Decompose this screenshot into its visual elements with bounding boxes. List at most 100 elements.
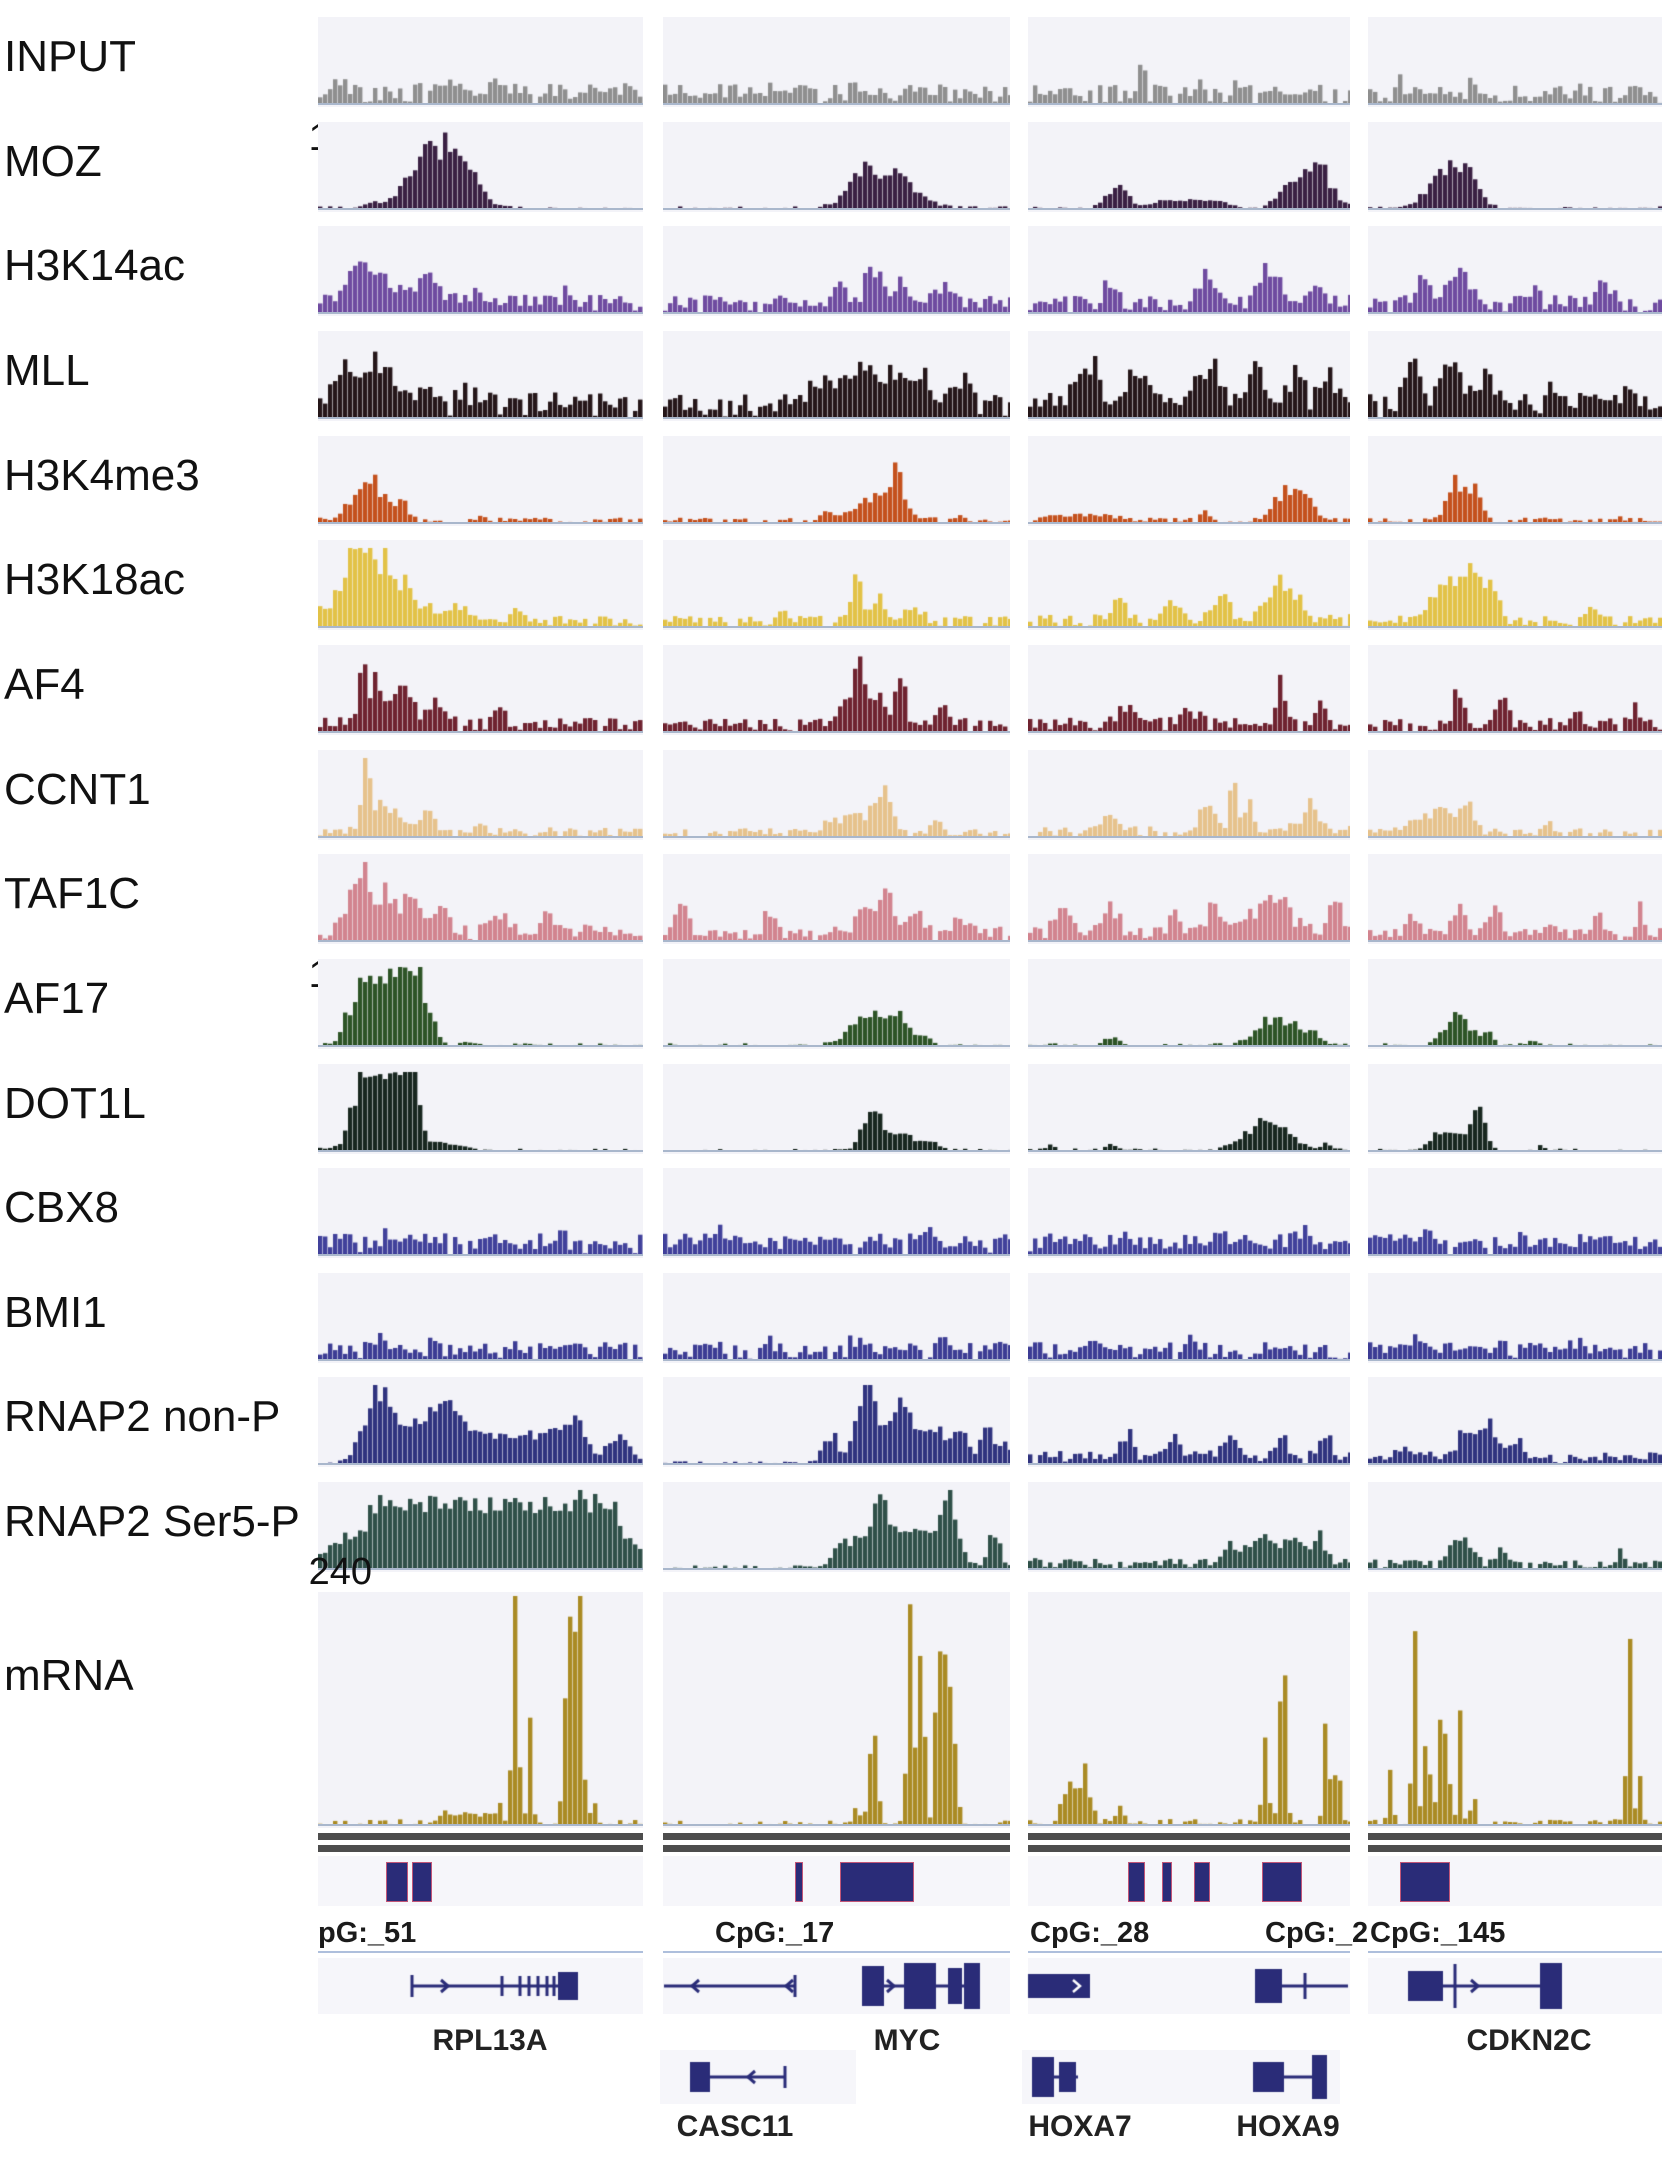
signal-BMI1-panel-2 (663, 1279, 1010, 1359)
ruler-bar (663, 1833, 1010, 1840)
ruler-bar (1368, 1833, 1662, 1840)
ruler-bar (318, 1845, 643, 1852)
track-baseline (1028, 836, 1350, 838)
signal-MLL-panel-1 (318, 337, 643, 417)
signal-RNAP2-Ser5-P-panel-1 (318, 1488, 643, 1568)
track-baseline (1028, 1254, 1350, 1256)
signal-INPUT-panel-2 (663, 23, 1010, 103)
signal-mRNA-panel-1 (318, 1594, 643, 1824)
signal-RNAP2-non-P-panel-2 (663, 1383, 1010, 1463)
track-baseline (318, 1045, 643, 1047)
signal-DOT1L-panel-1 (318, 1070, 643, 1150)
signal-MOZ-panel-4 (1368, 128, 1662, 208)
signal-RNAP2-non-P-panel-3 (1028, 1383, 1350, 1463)
cpg-label: CpG:_17 (715, 1917, 835, 1949)
signal-RNAP2-non-P-panel-1 (318, 1383, 643, 1463)
track-label-H3K4me3: H3K4me3 (4, 451, 200, 500)
track-label-RNAP2-Ser5-P: RNAP2 Ser5-P (4, 1497, 300, 1546)
gene-label: HOXA7 (1028, 2110, 1132, 2143)
track-label-AF4: AF4 (4, 660, 85, 709)
signal-CBX8-panel-2 (663, 1174, 1010, 1254)
signal-TAF1C-panel-3 (1028, 860, 1350, 940)
cpg-band-bg (318, 1856, 643, 1906)
track-baseline (663, 1045, 1010, 1047)
track-baseline (1028, 1824, 1350, 1826)
track-baseline (1368, 1463, 1662, 1465)
track-baseline (318, 417, 643, 419)
cpg-island-box (1262, 1862, 1302, 1902)
signal-CBX8-panel-3 (1028, 1174, 1350, 1254)
track-baseline (1368, 836, 1662, 838)
ruler-bar (318, 1833, 643, 1840)
track-baseline (663, 417, 1010, 419)
track-label-RNAP2-non-P: RNAP2 non-P (4, 1392, 281, 1441)
signal-MLL-panel-2 (663, 337, 1010, 417)
track-baseline (318, 1463, 643, 1465)
signal-DOT1L-panel-2 (663, 1070, 1010, 1150)
track-baseline (1368, 731, 1662, 733)
gene-models-row1 (300, 1958, 1668, 2014)
cpg-label: CpG:_2 (1265, 1917, 1369, 1949)
signal-CCNT1-panel-1 (318, 756, 643, 836)
track-label-CBX8: CBX8 (4, 1183, 119, 1232)
signal-RNAP2-Ser5-P-panel-3 (1028, 1488, 1350, 1568)
track-baseline (1028, 1568, 1350, 1570)
signal-MLL-panel-4 (1368, 337, 1662, 417)
track-baseline (663, 1254, 1010, 1256)
signal-MOZ-panel-2 (663, 128, 1010, 208)
signal-H3K14ac-panel-1 (318, 232, 643, 312)
signal-mRNA-panel-2 (663, 1594, 1010, 1824)
signal-CBX8-panel-1 (318, 1174, 643, 1254)
signal-mRNA-panel-4 (1368, 1594, 1662, 1824)
signal-INPUT-panel-4 (1368, 23, 1662, 103)
track-baseline (1028, 731, 1350, 733)
signal-CCNT1-panel-4 (1368, 756, 1662, 836)
signal-mRNA-panel-3 (1028, 1594, 1350, 1824)
signal-CCNT1-panel-3 (1028, 756, 1350, 836)
signal-INPUT-panel-1 (318, 23, 643, 103)
track-label-MOZ: MOZ (4, 137, 102, 186)
cpg-island-box (840, 1862, 914, 1902)
signal-AF17-panel-2 (663, 965, 1010, 1045)
track-label-mRNA: mRNA (4, 1651, 134, 1700)
signal-TAF1C-panel-4 (1368, 860, 1662, 940)
cpg-label: CpG:_28 (1030, 1917, 1150, 1949)
track-baseline (1368, 103, 1662, 105)
gene-models-row2 (300, 2050, 1668, 2104)
signal-AF4-panel-4 (1368, 651, 1662, 731)
signal-BMI1-panel-4 (1368, 1279, 1662, 1359)
cpg-rule-line (1368, 1951, 1662, 1953)
signal-H3K14ac-panel-4 (1368, 232, 1662, 312)
track-baseline (663, 731, 1010, 733)
signal-MLL-panel-3 (1028, 337, 1350, 417)
track-baseline (318, 103, 643, 105)
track-baseline (663, 940, 1010, 942)
track-baseline (318, 1254, 643, 1256)
track-baseline (1368, 1045, 1662, 1047)
signal-AF4-panel-2 (663, 651, 1010, 731)
signal-H3K4me3-panel-3 (1028, 442, 1350, 522)
track-baseline (1028, 1150, 1350, 1152)
track-baseline (318, 312, 643, 314)
track-baseline (663, 836, 1010, 838)
signal-MOZ-panel-1 (318, 128, 643, 208)
track-label-BMI1: BMI1 (4, 1288, 107, 1337)
track-baseline (1368, 940, 1662, 942)
track-baseline (663, 1463, 1010, 1465)
track-baseline (1028, 1045, 1350, 1047)
track-baseline (1028, 312, 1350, 314)
track-baseline (318, 1824, 643, 1826)
track-baseline (318, 1568, 643, 1570)
track-baseline (318, 522, 643, 524)
track-baseline (1368, 1359, 1662, 1361)
cpg-island-box (1194, 1862, 1210, 1902)
signal-BMI1-panel-1 (318, 1279, 643, 1359)
track-baseline (663, 1359, 1010, 1361)
track-label-DOT1L: DOT1L (4, 1079, 146, 1128)
signal-AF17-panel-1 (318, 965, 643, 1045)
gene-label: HOXA9 (1236, 2110, 1340, 2143)
signal-H3K4me3-panel-4 (1368, 442, 1662, 522)
track-baseline (1368, 1824, 1662, 1826)
signal-H3K4me3-panel-1 (318, 442, 643, 522)
signal-CBX8-panel-4 (1368, 1174, 1662, 1254)
